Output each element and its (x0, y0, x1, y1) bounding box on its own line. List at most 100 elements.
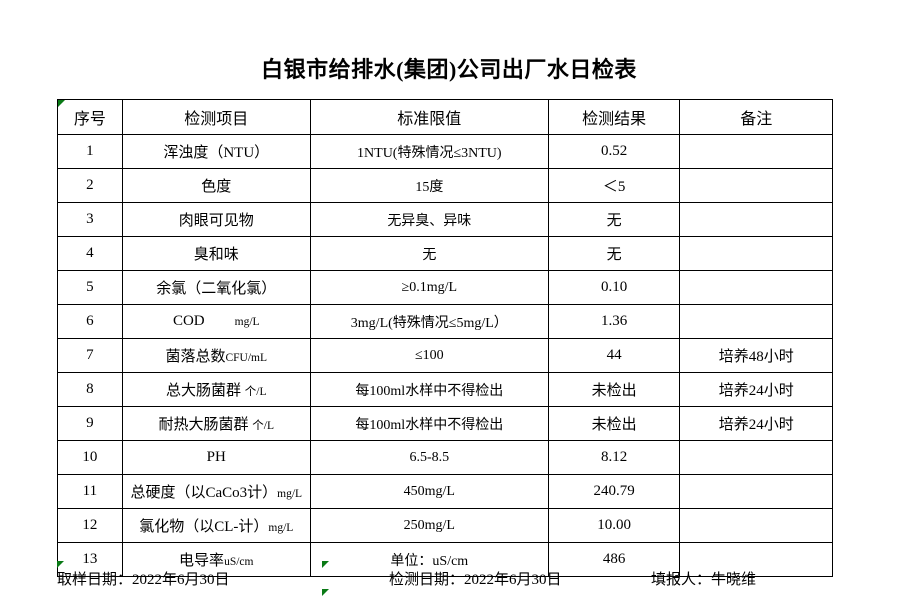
comment-triangle-icon (57, 561, 64, 568)
test-item-unit: 个/L (244, 386, 267, 398)
reporter-name: 填报人：牛晓维 (651, 572, 757, 588)
row-number-cell: 2 (57, 168, 123, 203)
remark-cell (679, 270, 833, 305)
test-item-unit: mg/L (234, 316, 260, 328)
column-header-limit: 标准限值 (309, 99, 549, 135)
standard-limit-cell: 450mg/L (309, 474, 549, 509)
test-result-cell: 0.52 (547, 134, 681, 169)
table-header: 序号 检测项目 标准限值 检测结果 备注 (57, 99, 833, 135)
row-number-cell: 12 (57, 508, 123, 543)
test-item-cell: 臭和味 (121, 236, 311, 271)
comment-triangle-icon (58, 100, 65, 107)
table-row: 12 氯化物（以CL-计）mg/L 250mg/L 10.00 (57, 508, 833, 543)
test-result-cell: 10.00 (547, 508, 681, 543)
table-header-row: 序号 检测项目 标准限值 检测结果 备注 (57, 99, 833, 135)
table-row: 5 余氯（二氧化氯） ≥0.1mg/L 0.10 (57, 270, 833, 305)
test-item-cell: 菌落总数CFU/mL (121, 338, 311, 373)
test-result-cell: 未检出 (547, 372, 681, 407)
row-number-cell: 13 (57, 542, 123, 577)
standard-limit-cell: 每100ml水样中不得检出 (309, 372, 549, 407)
test-item-cell: 余氯（二氧化氯） (121, 270, 311, 305)
comment-triangle-icon (322, 561, 329, 568)
test-date: 检测日期：2022年6月30日 (389, 572, 562, 588)
test-item-cell: 耐热大肠菌群 个/L (121, 406, 311, 441)
footer: 取样日期：2022年6月30日 检测日期：2022年6月30日 填报人：牛晓维 (57, 568, 877, 592)
table-row: 11 总硬度（以CaCo3计）mg/L 450mg/L 240.79 (57, 474, 833, 509)
row-number-cell: 9 (57, 406, 123, 441)
table-row: 10 PH 6.5-8.5 8.12 (57, 440, 833, 475)
test-item-label: 浑浊度（NTU） (163, 145, 270, 161)
remark-cell: 培养24小时 (679, 406, 833, 441)
test-item-label: PH (206, 449, 226, 465)
table-row: 1 浑浊度（NTU） 1NTU(特殊情况≤3NTU) 0.52 (57, 134, 833, 169)
remark-cell (679, 168, 833, 203)
test-item-unit: CFU/mL (225, 352, 268, 364)
test-result-cell: ＜5 (547, 168, 681, 203)
remark-cell (679, 202, 833, 237)
test-item-label: 菌落总数 (165, 349, 226, 365)
standard-limit-cell: 每100ml水样中不得检出 (309, 406, 549, 441)
table-row: 6 COD mg/L 3mg/L(特殊情况≤5mg/L） 1.36 (57, 304, 833, 339)
column-header-item: 检测项目 (121, 99, 311, 135)
standard-limit-cell: ≥0.1mg/L (309, 270, 549, 305)
standard-limit-cell: 单位：uS/cm (309, 542, 549, 577)
remark-cell (679, 440, 833, 475)
test-item-label: 总硬度（以CaCo3计） (130, 485, 278, 501)
test-item-unit: mg/L (268, 522, 294, 534)
test-result-cell: 486 (547, 542, 681, 577)
standard-limit-cell: 15度 (309, 168, 549, 203)
row-number-cell: 7 (57, 338, 123, 373)
test-item-cell: PH (121, 440, 311, 475)
test-item-cell: 肉眼可见物 (121, 202, 311, 237)
table-row: 2 色度 15度 ＜5 (57, 168, 833, 203)
test-item-cell: 浑浊度（NTU） (121, 134, 311, 169)
test-result-cell: 240.79 (547, 474, 681, 509)
comment-triangle-icon (322, 589, 329, 596)
row-number-cell: 10 (57, 440, 123, 475)
remark-cell: 培养48小时 (679, 338, 833, 373)
test-item-label: 余氯（二氧化氯） (156, 281, 277, 297)
standard-limit-cell: 250mg/L (309, 508, 549, 543)
test-result-cell: 8.12 (547, 440, 681, 475)
remark-cell (679, 508, 833, 543)
test-item-cell: 氯化物（以CL-计）mg/L (121, 508, 311, 543)
row-number-cell: 8 (57, 372, 123, 407)
standard-limit-cell: 无 (309, 236, 549, 271)
test-result-cell: 无 (547, 202, 681, 237)
column-header-no: 序号 (57, 99, 123, 135)
column-header-remark: 备注 (679, 99, 833, 135)
test-item-label: 电导率 (179, 553, 225, 569)
row-number-cell: 4 (57, 236, 123, 271)
table-row: 13 电导率uS/cm 单位：uS/cm 486 (57, 542, 833, 577)
table-row: 4 臭和味 无无 (57, 236, 833, 271)
standard-limit-cell: 1NTU(特殊情况≤3NTU) (309, 134, 549, 169)
standard-limit-cell: ≤100 (309, 338, 549, 373)
table-body: 1 浑浊度（NTU） 1NTU(特殊情况≤3NTU) 0.52 2 色度 15度 ＜5 3 肉眼可… (57, 134, 833, 577)
remark-cell (679, 236, 833, 271)
row-number-cell: 5 (57, 270, 123, 305)
row-number-cell: 1 (57, 134, 123, 169)
test-result-cell: 44 (547, 338, 681, 373)
test-item-cell: 电导率uS/cm (121, 542, 311, 577)
remark-cell (679, 474, 833, 509)
test-item-unit: uS/cm (224, 556, 254, 568)
remark-cell (679, 304, 833, 339)
test-item-cell: 总硬度（以CaCo3计）mg/L (121, 474, 311, 509)
row-number-cell: 3 (57, 202, 123, 237)
table-row: 7 菌落总数CFU/mL ≤100 44 培养48小时 (57, 338, 833, 373)
test-item-label: 肉眼可见物 (178, 213, 254, 229)
page-title: 白银市给排水(集团)公司出厂水日检表 (261, 57, 637, 82)
test-item-label: 色度 (201, 179, 232, 195)
standard-limit-cell: 6.5-8.5 (309, 440, 549, 475)
test-item-unit: mg/L (277, 488, 303, 500)
table-row: 9 耐热大肠菌群 个/L 每100ml水样中不得检出 未检出 培养24小时 (57, 406, 833, 441)
test-item-cell: 色度 (121, 168, 311, 203)
test-result-cell: 1.36 (547, 304, 681, 339)
test-result-cell: 无 (547, 236, 681, 271)
column-header-result: 检测结果 (547, 99, 681, 135)
water-quality-table: 序号 检测项目 标准限值 检测结果 备注 1 浑浊度（NTU） 1NTU(特殊情况≤… (57, 99, 833, 577)
standard-limit-cell: 3mg/L(特殊情况≤5mg/L） (309, 304, 549, 339)
test-item-cell: COD mg/L (121, 304, 311, 339)
test-item-label: 氯化物（以CL-计） (139, 519, 269, 535)
